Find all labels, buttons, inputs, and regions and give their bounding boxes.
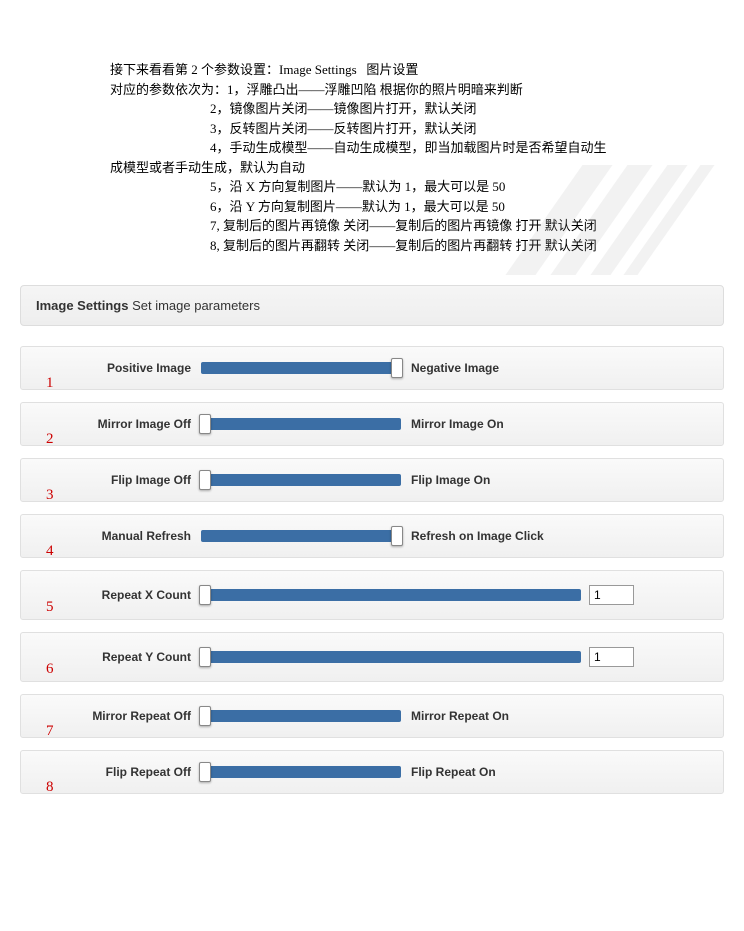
slider-label-left: Mirror Image Off (31, 417, 201, 431)
slider-thumb[interactable] (199, 762, 211, 782)
settings-rows: 1Positive ImageNegative Image2Mirror Ima… (20, 326, 724, 826)
setting-row: 4Manual Refresh Refresh on Image Click (20, 514, 724, 558)
row-number: 7 (46, 723, 54, 740)
doc-line: 成模型或者手动生成，默认为自动 (110, 158, 704, 178)
doc-line: 对应的参数依次为：1，浮雕凸出——浮雕凹陷 根据你的照片明暗来判断 (110, 80, 704, 100)
row-number: 6 (46, 661, 54, 678)
setting-row: 5Repeat X Count (20, 570, 724, 620)
slider-label-left: Repeat Y Count (31, 650, 201, 664)
slider-track[interactable] (201, 589, 581, 601)
slider-label-right: Flip Repeat On (401, 765, 496, 779)
setting-row: 1Positive Image Negative Image (20, 346, 724, 390)
slider-label-right: Mirror Image On (401, 417, 504, 431)
panel-title-bold: Image Settings (36, 298, 128, 313)
slider-thumb[interactable] (199, 647, 211, 667)
value-input[interactable] (589, 647, 634, 667)
slider-thumb[interactable] (199, 706, 211, 726)
slider-track[interactable] (201, 530, 401, 542)
slider-track[interactable] (201, 651, 581, 663)
slider-track[interactable] (201, 710, 401, 722)
panel-header: Image Settings Set image parameters (21, 286, 723, 325)
slider-label-left: Flip Repeat Off (31, 765, 201, 779)
row-number: 5 (46, 599, 54, 616)
doc-line: 接下来看看第 2 个参数设置：Image Settings 图片设置 (110, 60, 704, 80)
slider-label-left: Mirror Repeat Off (31, 709, 201, 723)
slider-label-right: Refresh on Image Click (401, 529, 544, 543)
setting-row: 3Flip Image Off Flip Image On (20, 458, 724, 502)
setting-row: 7Mirror Repeat Off Mirror Repeat On (20, 694, 724, 738)
slider-label-right: Mirror Repeat On (401, 709, 509, 723)
slider-track[interactable] (201, 474, 401, 486)
doc-line: 8, 复制后的图片再翻转 关闭——复制后的图片再翻转 打开 默认关闭 (110, 236, 704, 256)
slider-thumb[interactable] (391, 526, 403, 546)
slider-thumb[interactable] (199, 470, 211, 490)
panel-title-rest: Set image parameters (128, 298, 260, 313)
setting-row: 6Repeat Y Count (20, 632, 724, 682)
slider-track[interactable] (201, 766, 401, 778)
slider-thumb[interactable] (199, 585, 211, 605)
setting-row: 8Flip Repeat Off Flip Repeat On (20, 750, 724, 794)
slider-label-right: Flip Image On (401, 473, 490, 487)
slider-label-left: Positive Image (31, 361, 201, 375)
slider-track[interactable] (201, 418, 401, 430)
doc-line: 3，反转图片关闭——反转图片打开，默认关闭 (110, 119, 704, 139)
doc-line: 6，沿 Y 方向复制图片——默认为 1，最大可以是 50 (110, 197, 704, 217)
setting-row: 2Mirror Image Off Mirror Image On (20, 402, 724, 446)
row-number: 1 (46, 375, 54, 392)
doc-line: 2，镜像图片关闭——镜像图片打开，默认关闭 (110, 99, 704, 119)
slider-thumb[interactable] (391, 358, 403, 378)
value-input[interactable] (589, 585, 634, 605)
doc-line: 7, 复制后的图片再镜像 关闭——复制后的图片再镜像 打开 默认关闭 (110, 216, 704, 236)
slider-label-left: Flip Image Off (31, 473, 201, 487)
image-settings-panel: Image Settings Set image parameters (20, 285, 724, 326)
slider-label-left: Repeat X Count (31, 588, 201, 602)
doc-line: 5，沿 X 方向复制图片——默认为 1，最大可以是 50 (110, 177, 704, 197)
slider-thumb[interactable] (199, 414, 211, 434)
doc-line: 4，手动生成模型——自动生成模型，即当加载图片时是否希望自动生 (110, 138, 704, 158)
slider-label-left: Manual Refresh (31, 529, 201, 543)
row-number: 4 (46, 543, 54, 560)
row-number: 2 (46, 431, 54, 448)
slider-label-right: Negative Image (401, 361, 499, 375)
slider-track[interactable] (201, 362, 401, 374)
documentation-text: 接下来看看第 2 个参数设置：Image Settings 图片设置 对应的参数… (0, 0, 744, 275)
row-number: 8 (46, 779, 54, 796)
row-number: 3 (46, 487, 54, 504)
